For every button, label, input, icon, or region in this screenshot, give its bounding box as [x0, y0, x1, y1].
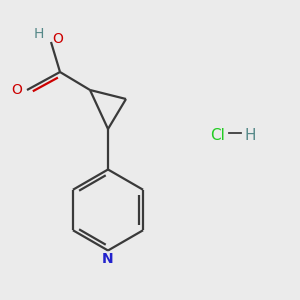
Text: H: H [33, 28, 44, 41]
Text: N: N [102, 252, 114, 266]
Text: O: O [52, 32, 63, 46]
Text: Cl: Cl [210, 128, 225, 142]
Text: H: H [244, 128, 256, 142]
Text: O: O [12, 83, 22, 97]
